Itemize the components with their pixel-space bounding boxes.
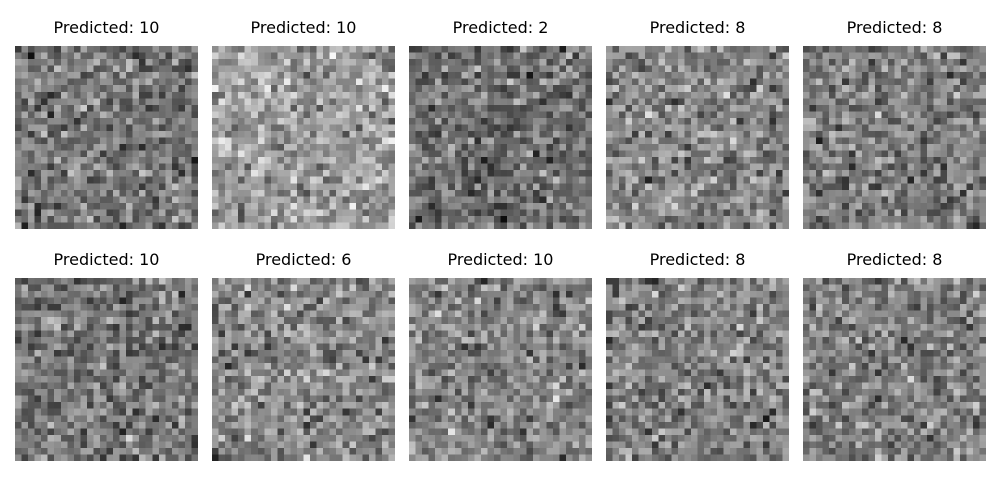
panel-title: Predicted: 6 [255,250,352,269]
panel-title: Predicted: 2 [452,18,549,37]
panel-title: Predicted: 8 [649,18,746,37]
panel-title: Predicted: 8 [649,250,746,269]
panel-title: Predicted: 10 [53,250,160,269]
panel-title: Predicted: 10 [250,18,357,37]
noise-image [606,278,789,461]
panel-title: Predicted: 8 [846,18,943,37]
noise-image [212,46,395,229]
noise-image [803,278,986,461]
noise-image [606,46,789,229]
panel-title: Predicted: 10 [447,250,554,269]
noise-image [409,278,592,461]
panel-title: Predicted: 8 [846,250,943,269]
noise-image [15,278,198,461]
panel-title: Predicted: 10 [53,18,160,37]
noise-image [803,46,986,229]
noise-image [212,278,395,461]
noise-image [409,46,592,229]
noise-image [15,46,198,229]
